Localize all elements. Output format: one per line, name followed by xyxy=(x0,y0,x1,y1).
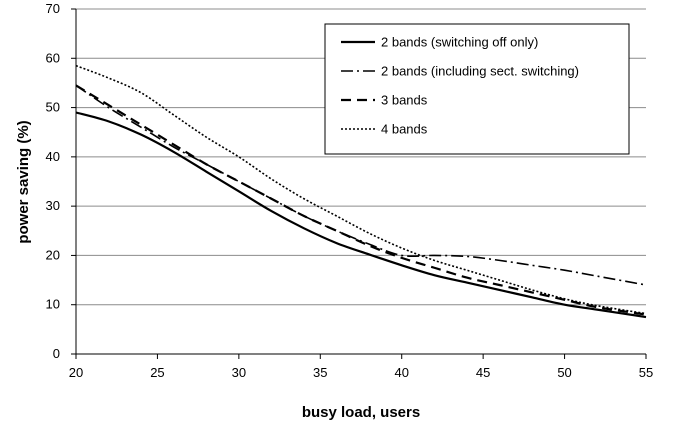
x-tick-label: 35 xyxy=(313,365,327,380)
y-tick-label: 30 xyxy=(46,198,60,213)
axes xyxy=(71,8,647,359)
legend: 2 bands (switching off only) 2 bands (inc… xyxy=(324,23,630,155)
y-tick-label: 50 xyxy=(46,100,60,115)
series-line-4 xyxy=(75,64,647,315)
x-tick-label: 25 xyxy=(150,365,164,380)
y-tick-label: 10 xyxy=(46,297,60,312)
legend-label-4: 4 bands xyxy=(381,122,428,137)
x-axis-title: busy load, users xyxy=(302,404,420,421)
x-tick-label: 20 xyxy=(69,365,83,380)
series-lines xyxy=(75,64,647,319)
y-axis-title: power saving (%) xyxy=(15,120,32,243)
series-line-1 xyxy=(75,111,647,319)
x-tick-labels: 20 25 30 35 40 45 50 55 xyxy=(69,365,653,380)
x-tick-label: 30 xyxy=(232,365,246,380)
x-tick-label: 40 xyxy=(394,365,408,380)
y-tick-label: 0 xyxy=(53,346,60,361)
y-tick-label: 60 xyxy=(46,50,60,65)
x-tick-label: 55 xyxy=(639,365,653,380)
series-line-2 xyxy=(75,84,647,286)
y-tick-labels: 0 10 20 30 40 50 60 70 xyxy=(46,1,60,361)
legend-label-2: 2 bands (including sect. switching) xyxy=(381,64,579,79)
legend-label-1: 2 bands (switching off only) xyxy=(381,35,538,50)
legend-box xyxy=(324,23,630,155)
y-tick-label: 20 xyxy=(46,247,60,262)
y-tick-label: 40 xyxy=(46,149,60,164)
x-tick-label: 45 xyxy=(476,365,490,380)
x-tick-label: 50 xyxy=(557,365,571,380)
legend-label-3: 3 bands xyxy=(381,93,428,108)
y-tick-label: 70 xyxy=(46,1,60,16)
